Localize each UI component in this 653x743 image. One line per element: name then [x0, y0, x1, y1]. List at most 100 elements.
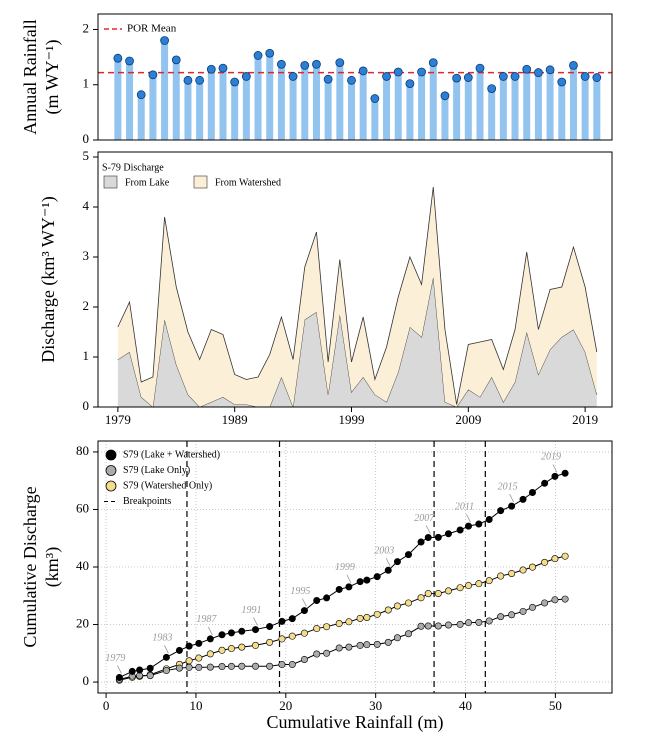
bar	[429, 62, 437, 141]
legend-swatch	[193, 175, 208, 189]
annotation: 1979	[105, 653, 125, 664]
point	[541, 558, 549, 566]
bar-marker	[136, 90, 146, 100]
point	[541, 479, 549, 487]
annotation: 2011	[455, 501, 474, 512]
point	[238, 643, 246, 651]
point	[313, 597, 321, 605]
point	[519, 566, 527, 574]
point	[266, 662, 274, 670]
point	[288, 661, 296, 669]
y-axis-title: Cumulative Discharge	[20, 486, 40, 647]
point	[323, 623, 331, 631]
bar	[172, 59, 180, 140]
bar-marker	[335, 58, 345, 68]
point	[313, 625, 321, 633]
point	[528, 563, 536, 571]
point	[162, 653, 170, 661]
bar	[394, 72, 402, 140]
bar-marker	[522, 64, 532, 74]
point	[561, 552, 569, 560]
point	[195, 639, 203, 647]
point	[278, 635, 286, 643]
point	[475, 520, 483, 528]
point	[206, 635, 214, 643]
bar	[499, 76, 507, 140]
point	[404, 551, 412, 559]
legend-marker	[105, 465, 117, 476]
point	[444, 530, 452, 538]
bar-marker	[475, 63, 485, 73]
bar-marker	[428, 58, 438, 68]
bar	[569, 65, 577, 140]
bar	[383, 76, 391, 140]
area-edge	[117, 186, 598, 405]
legend-swatch	[103, 175, 118, 189]
point	[313, 650, 321, 658]
point	[238, 662, 246, 670]
point	[162, 667, 170, 675]
bar-marker	[171, 55, 181, 65]
point	[266, 638, 274, 646]
x-tick-label: 30	[369, 698, 382, 713]
annotation: 2019	[541, 452, 561, 463]
point	[115, 673, 123, 681]
point	[561, 469, 569, 477]
bar-marker	[498, 72, 508, 81]
bar-marker	[510, 72, 520, 81]
point	[464, 522, 472, 530]
point	[218, 631, 226, 639]
bar-marker	[183, 75, 193, 85]
point	[444, 587, 452, 595]
bar	[534, 72, 542, 140]
point	[384, 606, 392, 614]
point	[300, 607, 308, 615]
point	[345, 583, 353, 591]
legend-marker	[105, 449, 117, 461]
point	[218, 663, 226, 671]
x-tick-label: 20	[279, 698, 292, 713]
point	[444, 621, 452, 629]
point	[195, 654, 203, 662]
bar	[324, 79, 332, 140]
bar	[359, 70, 367, 140]
area	[117, 187, 597, 407]
bar	[371, 98, 379, 140]
point	[551, 555, 559, 563]
point	[424, 534, 432, 542]
bar	[254, 55, 262, 140]
annotation: 2003	[374, 546, 394, 557]
bar-marker	[125, 56, 134, 66]
x-tick-label: 0	[103, 698, 110, 713]
bar-marker	[393, 67, 403, 77]
y-tick-label: 40	[76, 558, 89, 573]
bar	[266, 53, 274, 140]
bar-marker	[206, 64, 216, 74]
legend-label: From Lake	[125, 177, 170, 188]
bar	[418, 72, 426, 140]
bar-marker	[534, 68, 543, 77]
point	[456, 620, 464, 628]
y-tick-label: 0	[83, 131, 90, 146]
y-tick-label: 0	[83, 398, 90, 413]
point	[345, 643, 353, 651]
bar-marker	[312, 59, 321, 69]
point	[363, 613, 371, 621]
point	[185, 663, 193, 671]
bar-marker	[230, 77, 240, 87]
point	[238, 627, 246, 635]
x-tick-label: 1989	[222, 412, 248, 427]
bar	[453, 78, 461, 140]
bar-marker	[277, 59, 286, 69]
y-axis-title: Discharge (km³ WY⁻¹)	[38, 196, 59, 363]
point	[497, 507, 505, 515]
bar	[441, 95, 449, 140]
point	[373, 573, 381, 581]
legend-label: S79 (Watershed Only)	[123, 480, 212, 491]
point	[497, 572, 505, 580]
y-tick-label: 3	[83, 248, 90, 263]
y-axis-title: Annual Rainfall	[20, 19, 40, 134]
point	[266, 623, 274, 631]
point	[434, 533, 442, 541]
bar	[196, 80, 204, 140]
